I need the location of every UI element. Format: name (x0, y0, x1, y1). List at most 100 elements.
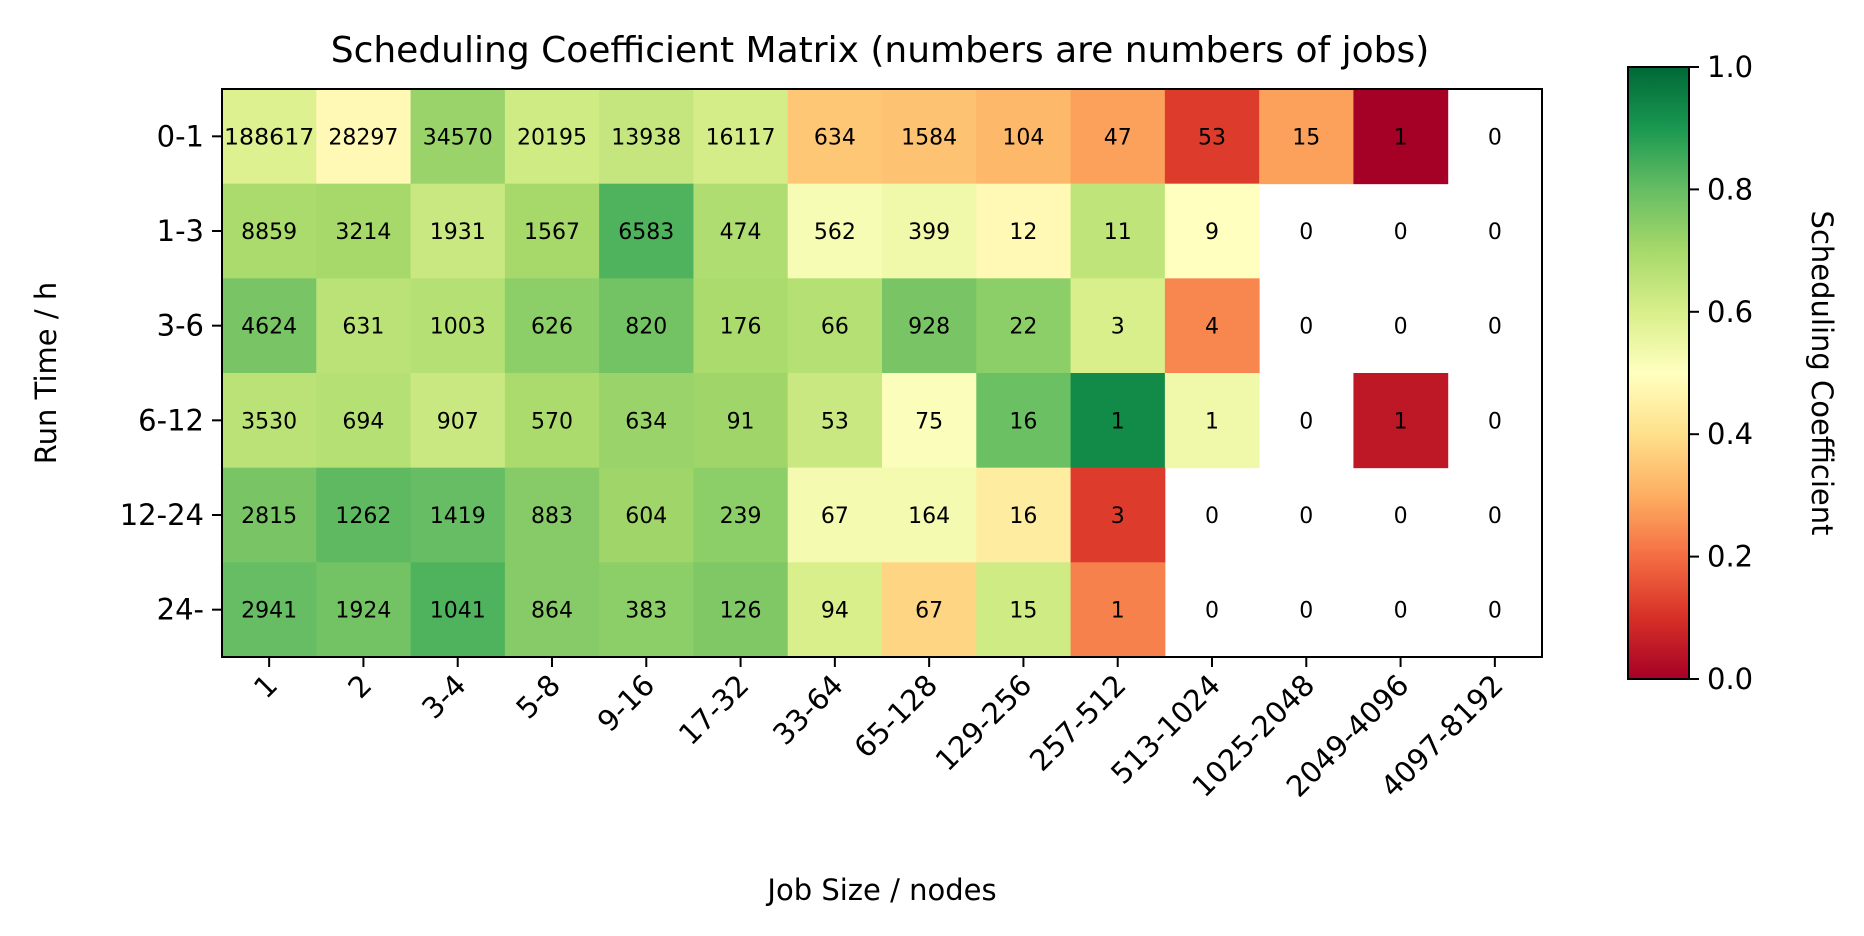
heatmap-cell (787, 467, 883, 563)
heatmap-cell (316, 373, 412, 469)
heatmap-cell (693, 467, 789, 563)
colorbar-tick-label: 0.0 (1707, 662, 1753, 696)
heatmap-cell (504, 467, 600, 563)
heatmap-cell (222, 467, 317, 563)
heatmap-cell-labels: 188617 28297 34570 20195 13938 16117 634 1584 10… (224, 125, 1502, 623)
cell-count-label: 820 (625, 315, 667, 340)
heatmap-cell (599, 373, 694, 469)
heatmap-cells (222, 89, 1449, 658)
cell-count-label: 0 (1299, 220, 1313, 245)
cell-count-label: 570 (531, 409, 573, 434)
cell-count-label: 634 (814, 125, 856, 150)
heatmap-cell (976, 562, 1072, 658)
heatmap-cell (1353, 373, 1449, 469)
heatmap-cell (1164, 183, 1260, 279)
heatmap-cell (599, 278, 694, 374)
cell-count-label: 53 (1198, 125, 1226, 150)
colorbar-ticks: 0.0 0.2 0.4 0.6 0.8 1.0 (1689, 50, 1753, 696)
cell-count-label: 626 (531, 315, 573, 340)
heatmap-cell (1259, 89, 1354, 185)
cell-count-label: 67 (915, 599, 943, 624)
heatmap-cell (882, 278, 977, 374)
cell-count-label: 20195 (517, 125, 587, 150)
heatmap-cell (1070, 278, 1166, 374)
y-axis-label: Run Time / h (29, 282, 63, 464)
heatmap-cell (693, 183, 789, 279)
heatmap-cell (693, 373, 789, 469)
colorbar-tick-label: 1.0 (1707, 50, 1753, 84)
heatmap-cell (882, 373, 977, 469)
cell-count-label: 0 (1299, 599, 1313, 624)
heatmap-cell (599, 89, 694, 185)
heatmap-cell (1070, 467, 1166, 563)
cell-count-label: 562 (814, 220, 856, 245)
heatmap-cell (410, 467, 506, 563)
cell-count-label: 126 (720, 599, 762, 624)
x-tick-label: 2 (341, 668, 378, 705)
x-tick-label: 65-128 (847, 668, 944, 765)
cell-count-label: 66 (821, 315, 849, 340)
cell-count-label: 631 (342, 315, 384, 340)
x-tick-label: 3-4 (415, 668, 473, 726)
cell-count-label: 0 (1488, 409, 1502, 434)
heatmap-cell (504, 278, 600, 374)
x-axis-label: Job Size / nodes (765, 873, 996, 907)
cell-count-label: 67 (821, 504, 849, 529)
cell-count-label: 1262 (335, 504, 391, 529)
heatmap-cell (787, 278, 883, 374)
cell-count-label: 1931 (430, 220, 486, 245)
heatmap-cell (316, 89, 412, 185)
heatmap-cell (316, 562, 412, 658)
cell-count-label: 0 (1205, 599, 1219, 624)
cell-count-label: 8859 (241, 220, 297, 245)
cell-count-label: 1 (1205, 409, 1219, 434)
heatmap-cell (693, 278, 789, 374)
cell-count-label: 907 (437, 409, 479, 434)
heatmap-cell (1070, 373, 1166, 469)
cell-count-label: 474 (720, 220, 762, 245)
cell-count-label: 12 (1009, 220, 1037, 245)
heatmap-cell (1353, 89, 1449, 185)
heatmap-cell (222, 89, 317, 185)
y-tick-label: 3-6 (157, 309, 204, 343)
cell-count-label: 13938 (611, 125, 681, 150)
colorbar-tick-label: 0.2 (1707, 540, 1753, 574)
cell-count-label: 0 (1488, 599, 1502, 624)
x-axis-ticks: 1 2 3-4 5-8 9-16 17-32 33-6465-128129-256257-5… (247, 657, 1510, 804)
cell-count-label: 864 (531, 599, 573, 624)
heatmap-cell (222, 183, 317, 279)
cell-count-label: 91 (727, 409, 755, 434)
cell-count-label: 4 (1205, 315, 1219, 340)
cell-count-label: 0 (1488, 220, 1502, 245)
heatmap-cell (410, 183, 506, 279)
cell-count-label: 1924 (335, 599, 391, 624)
cell-count-label: 0 (1394, 504, 1408, 529)
heatmap-cell (599, 183, 694, 279)
colorbar (1627, 66, 1690, 680)
cell-count-label: 16117 (706, 125, 776, 150)
cell-count-label: 1 (1111, 409, 1125, 434)
cell-count-label: 94 (821, 599, 849, 624)
y-tick-label: 24- (157, 593, 204, 627)
y-tick-label: 12-24 (120, 498, 204, 532)
heatmap-cell (787, 89, 883, 185)
heatmap-cell (504, 89, 600, 185)
cell-count-label: 15 (1292, 125, 1320, 150)
cell-count-label: 0 (1205, 504, 1219, 529)
cell-count-label: 2815 (241, 504, 297, 529)
cell-count-label: 75 (915, 409, 943, 434)
cell-count-label: 0 (1488, 504, 1502, 529)
cell-count-label: 16 (1009, 409, 1037, 434)
colorbar-label: Scheduling Coefficient (1805, 211, 1839, 536)
cell-count-label: 47 (1104, 125, 1132, 150)
heatmap-cell (410, 89, 506, 185)
cell-count-label: 399 (908, 220, 950, 245)
heatmap-cell (787, 373, 883, 469)
x-tick-label: 33-64 (766, 668, 850, 752)
heatmap-cell (882, 183, 977, 279)
cell-count-label: 0 (1394, 599, 1408, 624)
cell-count-label: 383 (625, 599, 667, 624)
heatmap-cell (1070, 562, 1166, 658)
heatmap-cell (1164, 89, 1260, 185)
cell-count-label: 239 (720, 504, 762, 529)
